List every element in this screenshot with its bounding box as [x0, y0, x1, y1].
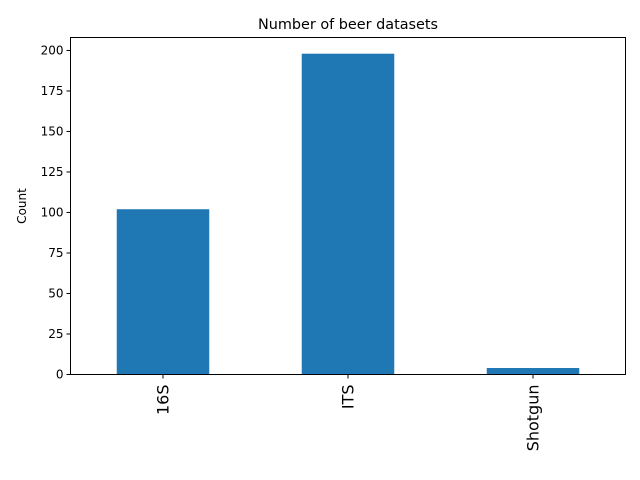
y-tick-label: 100 [41, 205, 64, 219]
y-ticks-group: 0 25 50 75 100 125 150 175 200 [41, 43, 71, 382]
plot-frame [70, 37, 626, 375]
x-ticks-group: 16S ITS Shotgun [154, 374, 543, 452]
bar-its [301, 53, 395, 375]
y-tick-label: 75 [48, 246, 63, 260]
y-axis-label: Count [15, 188, 29, 224]
bar-shotgun [486, 368, 580, 375]
y-tick-label: 200 [41, 43, 64, 57]
y-tick-label: 125 [41, 165, 64, 179]
y-tick-label: 0 [56, 368, 64, 382]
x-tick-label: Shotgun [524, 385, 543, 452]
y-tick-label: 25 [48, 327, 63, 341]
x-tick-label: 16S [154, 385, 173, 416]
y-tick-label: 150 [41, 124, 64, 138]
y-tick-label: 50 [48, 286, 63, 300]
chart-title: Number of beer datasets [258, 17, 438, 33]
bars-group [116, 53, 580, 375]
y-tick-label: 175 [41, 84, 64, 98]
x-tick-label: ITS [339, 385, 358, 410]
bar-16s [116, 209, 210, 375]
